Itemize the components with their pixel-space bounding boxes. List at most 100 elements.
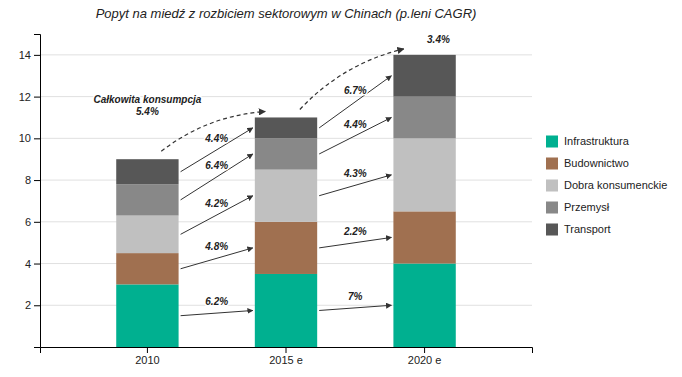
total-arrow	[161, 111, 265, 151]
segment-arrow	[181, 310, 253, 315]
bar-series	[116, 97, 456, 216]
legend-swatch	[546, 136, 558, 148]
bar	[393, 264, 455, 347]
x-tick-mark	[424, 347, 425, 353]
total-growth-label-line: 3.4%	[427, 34, 450, 45]
bar	[393, 55, 455, 97]
annotations: 6.2% 7% 4.8% 2.2% 4.2% 4.3% 6.4% 4.4% 4.4% 6.7% Ca…	[94, 34, 450, 316]
y-tick: 8	[25, 174, 40, 186]
bar	[116, 159, 178, 184]
legend-label: Przemysł	[564, 201, 610, 213]
y-tick-label: 8	[25, 174, 31, 186]
bar	[116, 253, 178, 284]
total-growth-label-line: 5.4%	[136, 106, 159, 117]
total-growth-label: Całkowita konsumpcja5.4%	[94, 94, 202, 117]
total-growth-label: 3.4%	[427, 34, 450, 45]
legend-item: Infrastruktura	[546, 135, 630, 147]
bar	[116, 184, 178, 215]
y-tick-label: 12	[19, 91, 31, 103]
bar	[255, 222, 317, 274]
total-arrow	[300, 49, 404, 110]
segment-arrow	[319, 117, 391, 154]
y-tick: 10	[19, 132, 40, 144]
segment-growth-label: 6.4%	[205, 160, 228, 171]
bar	[116, 216, 178, 254]
segment-arrow	[319, 237, 391, 247]
y-tick: 6	[25, 216, 40, 228]
segment-arrow	[181, 128, 253, 172]
y-tick-label: 14	[19, 49, 31, 61]
bar	[255, 117, 317, 138]
x-tick-mark	[147, 347, 148, 353]
x-tick-mark	[286, 347, 287, 353]
y-tick-mark	[34, 222, 40, 223]
bar-series	[116, 55, 456, 184]
bar	[393, 138, 455, 211]
bar	[393, 211, 455, 263]
legend-swatch	[546, 158, 558, 170]
title: Popyt na miedź z rozbiciem sektorowym w …	[96, 6, 477, 21]
bar	[255, 170, 317, 222]
y-axis-line	[34, 35, 41, 348]
x-tick-label: 2015 e	[269, 354, 303, 366]
segment-growth-label: 4.4%	[204, 133, 228, 144]
x-tick: 2010	[135, 347, 159, 366]
legend-item: Przemysł	[546, 201, 610, 213]
legend-swatch	[546, 224, 558, 236]
legend-label: Infrastruktura	[564, 135, 630, 147]
legend-label: Dobra konsumenckie	[564, 179, 667, 191]
y-axis: 2 4 6 8 10 12 14	[19, 35, 41, 348]
x-tick-label: 2010	[135, 354, 159, 366]
bar	[255, 274, 317, 347]
segment-growth-label: 4.8%	[204, 241, 228, 252]
legend-item: Dobra konsumenckie	[546, 179, 667, 191]
legend: Infrastruktura Budownictwo Dobra konsumenc…	[546, 135, 667, 235]
legend-label: Transport	[564, 223, 611, 235]
y-tick-mark	[34, 138, 40, 139]
segment-growth-label: 2.2%	[343, 226, 367, 237]
segment-arrow	[181, 154, 253, 200]
y-tick-mark	[34, 305, 40, 306]
bar	[255, 138, 317, 169]
bar	[393, 97, 455, 139]
y-tick-label: 2	[25, 299, 31, 311]
legend-label: Budownictwo	[564, 157, 629, 169]
segment-growth-label: 4.4%	[343, 119, 367, 130]
y-tick-label: 6	[25, 216, 31, 228]
y-tick-label: 4	[25, 258, 31, 270]
y-tick-label: 10	[19, 132, 31, 144]
y-tick-mark	[34, 97, 40, 98]
x-tick: 2015 e	[269, 347, 303, 366]
legend-swatch	[546, 180, 558, 192]
y-tick: 2	[25, 299, 40, 311]
segment-arrow	[181, 196, 253, 235]
segment-arrow	[319, 305, 391, 310]
y-tick-mark	[34, 55, 40, 56]
y-tick: 12	[19, 91, 40, 103]
y-tick: 4	[25, 258, 40, 270]
segment-arrow	[319, 76, 391, 128]
x-tick-label: 2020 e	[408, 354, 442, 366]
legend-item: Budownictwo	[546, 157, 629, 169]
chart: 2 4 6 8 10 12 14 2010 2015 e 2020 e 6.2% 7% 4.8% 2.2%…	[0, 0, 682, 377]
x-axis-line	[41, 348, 533, 354]
segment-growth-label: 6.7%	[344, 85, 367, 96]
segment-growth-label: 7%	[348, 291, 363, 302]
legend-swatch	[546, 202, 558, 214]
x-tick: 2020 e	[408, 347, 442, 366]
grid-line	[40, 54, 532, 55]
segment-growth-label: 4.2%	[204, 198, 228, 209]
plot: 2 4 6 8 10 12 14 2010 2015 e 2020 e 6.2% 7% 4.8% 2.2%…	[19, 34, 533, 366]
legend-item: Transport	[546, 223, 611, 235]
segment-growth-label: 4.3%	[343, 168, 367, 179]
grid	[40, 55, 532, 305]
bar-series	[116, 138, 456, 253]
y-tick: 14	[19, 49, 40, 61]
bar-series	[116, 211, 456, 284]
y-tick-mark	[34, 180, 40, 181]
segment-growth-label: 6.2%	[205, 296, 228, 307]
y-tick-mark	[34, 264, 40, 265]
bar	[116, 284, 178, 347]
total-growth-label-line: Całkowita konsumpcja	[94, 94, 202, 105]
x-axis: 2010 2015 e 2020 e	[41, 347, 533, 366]
